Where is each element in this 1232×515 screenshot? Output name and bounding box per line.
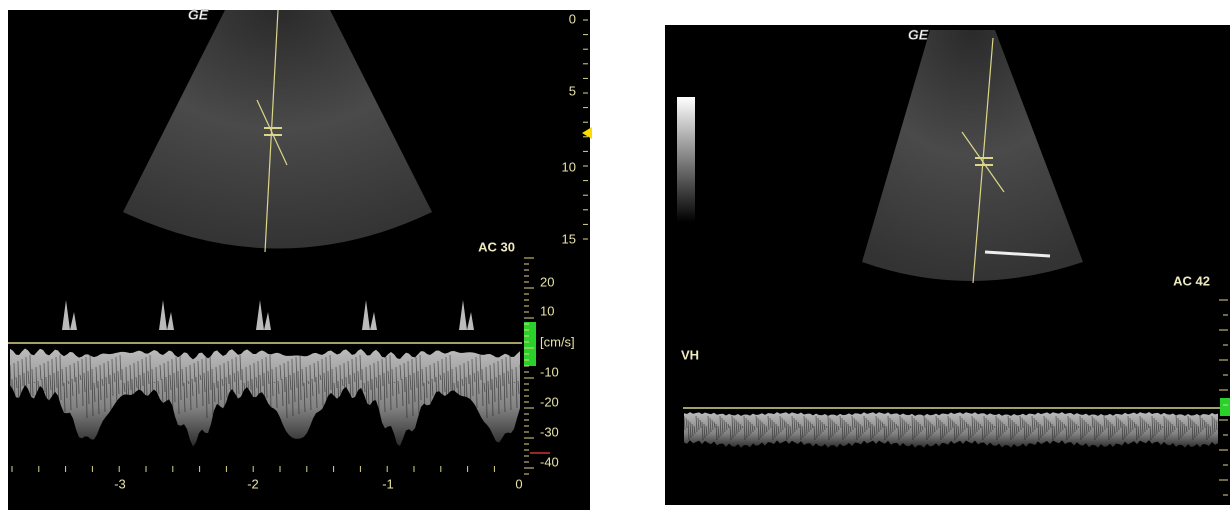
gray-bar	[677, 97, 695, 222]
velocity-label: -20	[540, 394, 559, 409]
velocity-label: [cm/s]	[540, 334, 575, 349]
depth-label: 15	[562, 231, 576, 246]
gain-label: AC 42	[1173, 273, 1210, 288]
time-label: 0	[515, 476, 522, 491]
depth-label: 5	[569, 83, 576, 98]
vessel-label: VH	[681, 347, 699, 362]
screenshot: GE AC 30 0510152010[cm/s]-10-20-30-40-3-…	[0, 0, 1232, 515]
logo: GE	[908, 27, 929, 43]
time-label: -2	[247, 476, 259, 491]
time-label: -3	[114, 476, 126, 491]
time-label: -1	[382, 476, 394, 491]
depth-label: 0	[569, 11, 576, 26]
velocity-label: -30	[540, 424, 559, 439]
logo: GE	[188, 7, 209, 23]
velocity-label: -10	[540, 364, 559, 379]
velocity-label: -40	[540, 454, 559, 469]
velocity-label: 10	[540, 303, 554, 318]
velocity-marker	[524, 322, 536, 366]
depth-label: 10	[562, 159, 576, 174]
velocity-label: 20	[540, 274, 554, 289]
velocity-marker	[1220, 398, 1230, 416]
gain-label: AC 30	[478, 239, 515, 254]
